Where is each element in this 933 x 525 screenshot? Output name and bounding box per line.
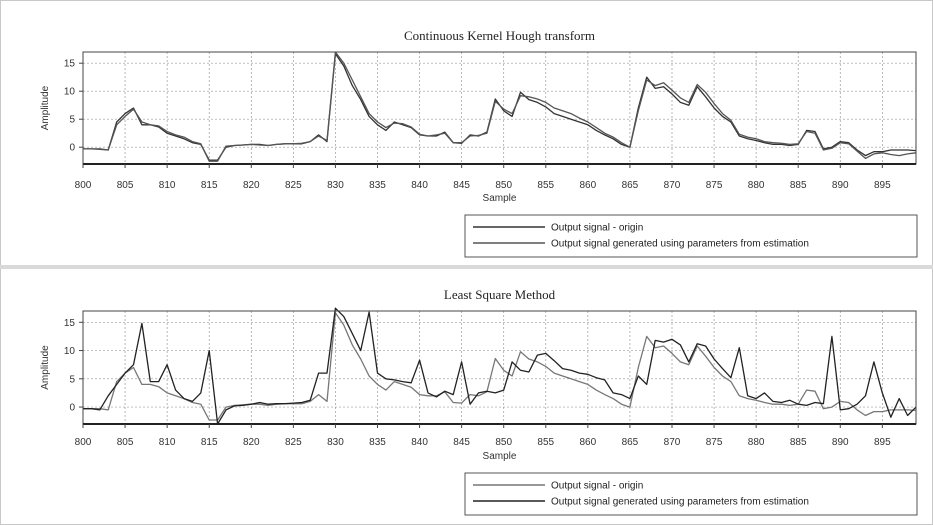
x-tick-label: 875 (706, 437, 723, 448)
legend-box (464, 472, 918, 516)
y-axis-label: Amplitude (40, 85, 51, 130)
y-tick-label: 10 (64, 87, 76, 98)
x-tick-label: 860 (580, 180, 597, 191)
x-tick-label: 850 (495, 180, 512, 191)
x-tick-label: 850 (495, 437, 512, 448)
series-line-2 (83, 51, 917, 162)
legend-label-1: Output signal - origin (551, 481, 643, 492)
y-tick-label: 15 (64, 318, 76, 329)
chart-panel-2: Least Square Method 800 805 810 815 820 825 830… (40, 287, 918, 516)
x-tick-label: 830 (327, 180, 344, 191)
y-tick-label: 5 (69, 374, 75, 385)
x-tick-label: 855 (537, 437, 554, 448)
plot-area (83, 52, 916, 164)
y-tick-label: 5 (69, 115, 75, 126)
legend: Output signal - origin Output signal gene… (464, 214, 918, 258)
chart-title: Least Square Method (444, 287, 556, 302)
x-tick-label: 860 (580, 437, 597, 448)
x-tick-label: 855 (537, 180, 554, 191)
x-tick-label: 875 (706, 180, 723, 191)
y-tick-label: 0 (69, 403, 75, 414)
x-tick-label: 845 (453, 437, 470, 448)
legend-box (464, 214, 918, 258)
x-tick-label: 810 (159, 437, 176, 448)
series-line-1 (83, 312, 917, 421)
y-tick-label: 10 (64, 346, 76, 357)
y-axis-label: Amplitude (40, 345, 51, 390)
x-tick-label: 805 (117, 180, 134, 191)
y-tick-label: 0 (69, 143, 75, 154)
chart-title: Continuous Kernel Hough transform (404, 28, 595, 43)
x-axis-label: Sample (483, 193, 517, 204)
x-tick-label: 890 (832, 437, 849, 448)
x-tick-label: 890 (832, 180, 849, 191)
x-tick-label: 865 (622, 180, 639, 191)
panel-separator (0, 265, 933, 269)
x-tick-label: 820 (243, 437, 260, 448)
x-tick-label: 870 (664, 437, 681, 448)
x-tick-label: 800 (75, 437, 92, 448)
x-tick-label: 810 (159, 180, 176, 191)
x-tick-label: 805 (117, 437, 134, 448)
x-tick-label: 880 (748, 437, 765, 448)
x-tick-label: 885 (790, 180, 807, 191)
x-tick-label: 895 (874, 180, 891, 191)
legend-label-1: Output signal - origin (551, 223, 643, 234)
x-tick-label: 835 (369, 180, 386, 191)
x-tick-label: 895 (874, 437, 891, 448)
x-tick-label: 840 (411, 437, 428, 448)
x-tick-label: 840 (411, 180, 428, 191)
y-tick-label: 15 (64, 59, 76, 70)
x-tick-label: 835 (369, 437, 386, 448)
x-axis-label: Sample (483, 451, 517, 462)
legend-label-2: Output signal generated using parameters… (551, 239, 809, 250)
x-tick-label: 800 (75, 180, 92, 191)
chart-panel-1: Continuous Kernel Hough transform 800 805 8… (40, 28, 918, 258)
x-tick-label: 830 (327, 437, 344, 448)
x-tick-label: 870 (664, 180, 681, 191)
plot-area (83, 311, 916, 424)
x-tick-label: 825 (285, 180, 302, 191)
series-line-2 (83, 307, 917, 425)
x-tick-label: 885 (790, 437, 807, 448)
legend: Output signal - origin Output signal gene… (464, 472, 918, 516)
x-tick-label: 845 (453, 180, 470, 191)
x-tick-label: 815 (201, 437, 218, 448)
x-tick-label: 865 (622, 437, 639, 448)
x-tick-label: 880 (748, 180, 765, 191)
x-tick-label: 820 (243, 180, 260, 191)
x-tick-label: 815 (201, 180, 218, 191)
x-tick-label: 825 (285, 437, 302, 448)
legend-label-2: Output signal generated using parameters… (551, 497, 809, 508)
